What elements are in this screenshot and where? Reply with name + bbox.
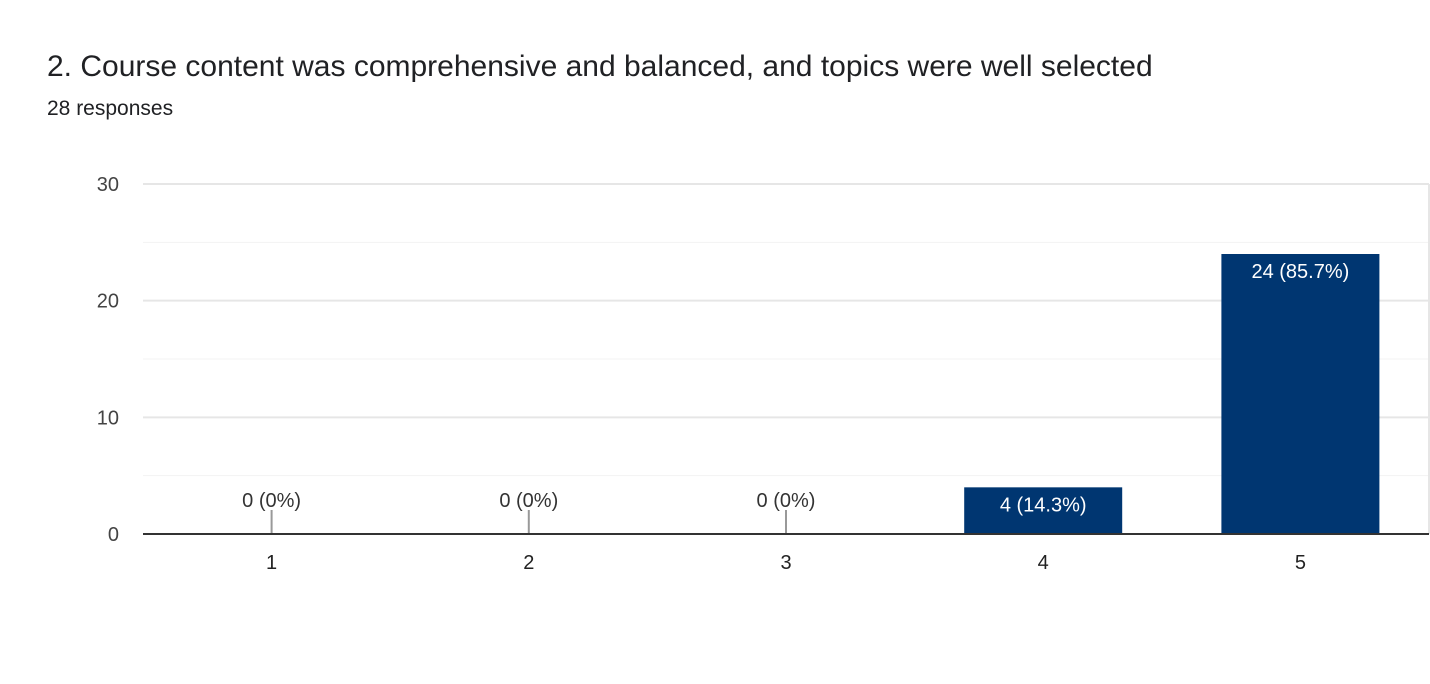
bar	[964, 487, 1123, 534]
x-tick-label: 4	[1038, 552, 1049, 574]
x-tick-label: 1	[266, 552, 277, 574]
response-count: 28 responses	[47, 97, 174, 120]
question-title: 2. Course content was comprehensive and …	[47, 50, 1153, 83]
data-label: 24 (85.7%)	[1251, 261, 1349, 283]
bar	[1221, 254, 1380, 534]
y-tick-label: 10	[97, 407, 119, 429]
y-tick-label: 0	[108, 524, 119, 546]
y-tick-label: 30	[97, 174, 119, 196]
x-tick-label: 2	[523, 552, 534, 574]
data-label: 0 (0%)	[499, 490, 558, 512]
data-label: 4 (14.3%)	[1000, 494, 1087, 516]
y-tick-label: 20	[97, 291, 119, 313]
data-label: 0 (0%)	[757, 490, 816, 512]
x-tick-label: 3	[780, 552, 791, 574]
data-label: 0 (0%)	[242, 490, 301, 512]
x-tick-label: 5	[1295, 552, 1306, 574]
